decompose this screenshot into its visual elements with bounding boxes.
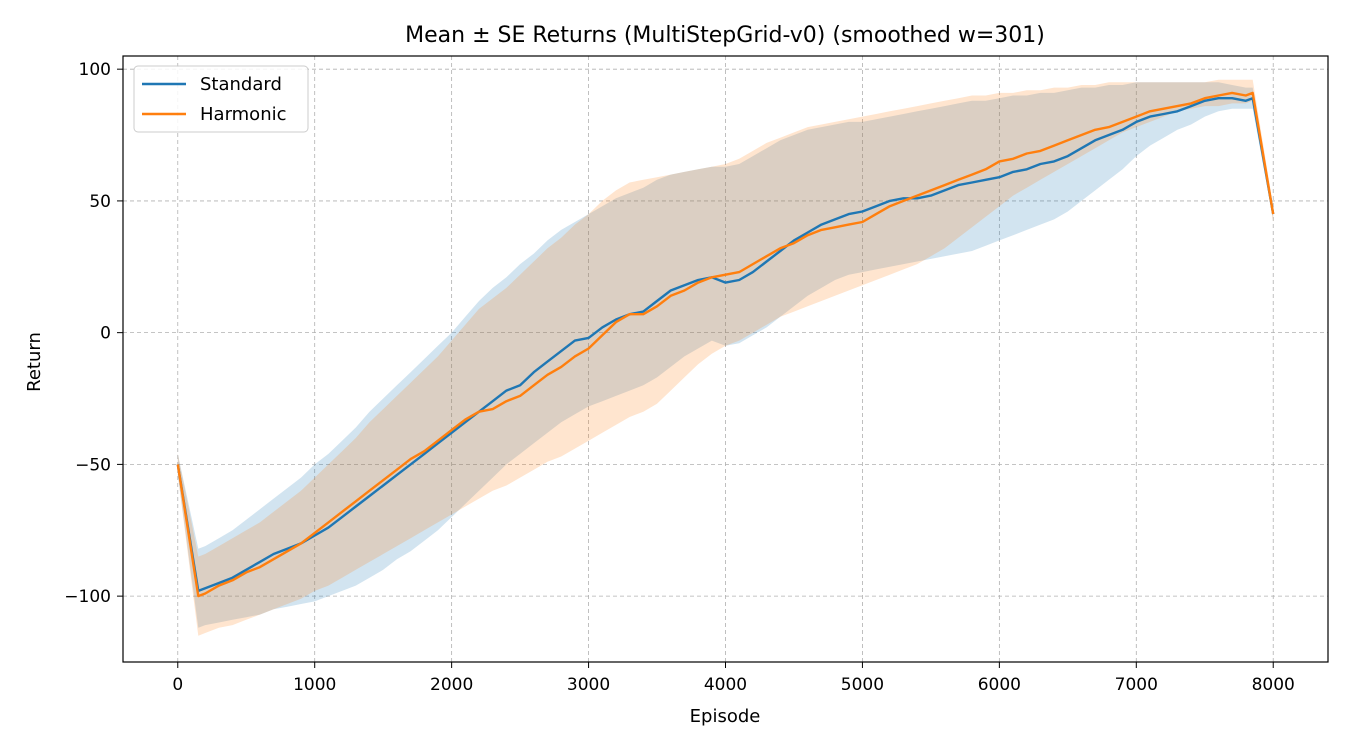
x-tick-label: 1000: [293, 675, 336, 695]
x-tick-label: 6000: [978, 675, 1021, 695]
y-axis-label: Return: [24, 332, 45, 392]
y-tick-label: 50: [89, 192, 111, 212]
grid-layer: [123, 56, 1328, 662]
x-tick-label: 8000: [1252, 675, 1295, 695]
series-line-standard: [176, 96, 1275, 593]
x-axis-label: Episode: [690, 706, 761, 727]
error-bands: [177, 79, 1274, 636]
x-tick-label: 7000: [1115, 675, 1158, 695]
x-tick-label: 3000: [567, 675, 610, 695]
error-band-harmonic: [177, 79, 1274, 636]
series-lines: [176, 91, 1275, 598]
axis-ticks: 0 1000 2000 3000 4000 5000 6000 7000 8000−100−50…: [64, 60, 1295, 695]
legend-box: [133, 65, 309, 133]
y-tick-label: −100: [64, 587, 111, 607]
y-tick-label: 0: [100, 324, 111, 344]
series-line-harmonic: [176, 91, 1275, 598]
x-tick-label: 4000: [704, 675, 747, 695]
x-tick-label: 0: [172, 675, 183, 695]
x-tick-label: 5000: [841, 675, 884, 695]
legend: Standard Harmonic: [133, 65, 309, 133]
legend-label-harmonic: Harmonic: [200, 104, 287, 125]
chart-title: Mean ± SE Returns (MultiStepGrid-v0) (sm…: [405, 23, 1045, 48]
legend-label-standard: Standard: [200, 74, 282, 95]
y-tick-label: −50: [75, 455, 111, 475]
y-tick-label: 100: [79, 60, 111, 80]
x-tick-label: 2000: [430, 675, 473, 695]
error-band-standard: [177, 82, 1274, 628]
